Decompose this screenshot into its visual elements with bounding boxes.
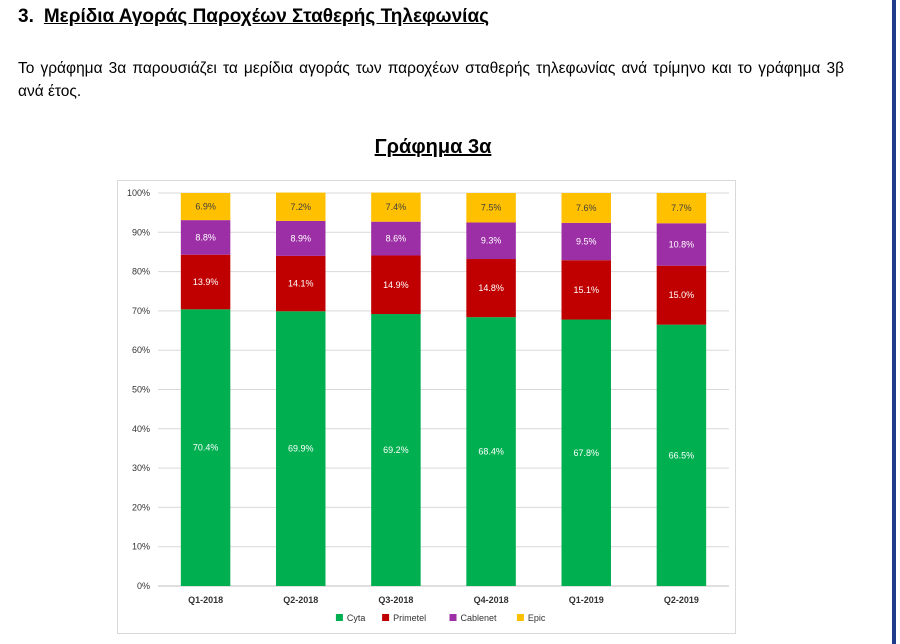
data-label: 8.9% <box>290 233 311 243</box>
x-tick-label: Q2-2019 <box>664 595 699 605</box>
y-tick-label: 100% <box>127 188 150 198</box>
legend-swatch-primetel <box>382 614 390 621</box>
x-tick-label: Q1-2019 <box>569 595 604 605</box>
bar-epic-q1-2019 <box>561 193 611 223</box>
page-edge-rule <box>892 0 896 644</box>
legend-label-cyta: Cyta <box>347 613 366 623</box>
bar-primetel-q1-2019 <box>561 260 611 320</box>
data-label: 15.0% <box>669 290 695 300</box>
section-number: 3. <box>18 6 34 27</box>
data-label: 7.5% <box>481 203 502 213</box>
data-label: 9.3% <box>481 236 502 246</box>
y-tick-label: 0% <box>137 581 150 591</box>
legend-label-primetel: Primetel <box>393 613 426 623</box>
x-tick-label: Q1-2018 <box>188 595 223 605</box>
y-tick-label: 60% <box>132 345 150 355</box>
bar-cyta-q1-2018 <box>180 309 231 586</box>
bar-cablenet-q2-2018 <box>276 220 326 256</box>
bar-cablenet-q1-2018 <box>180 220 231 255</box>
data-label: 69.9% <box>288 444 314 454</box>
y-tick-label: 50% <box>132 385 150 395</box>
data-label: 9.5% <box>576 237 597 247</box>
legend-swatch-cyta <box>335 614 343 621</box>
chart-title: Γράφημα 3α <box>374 136 492 158</box>
data-label: 70.4% <box>193 443 219 453</box>
bar-cyta-q4-2018 <box>466 317 516 586</box>
data-label: 66.5% <box>669 450 695 460</box>
data-label: 7.6% <box>576 203 597 213</box>
data-label: 8.6% <box>386 234 407 244</box>
data-label: 7.4% <box>386 202 407 212</box>
stacked-bar-chart: 0% 10% 20% 30% 40% 50% 60% 70% 80% 90% 100% 70.4% 13… <box>127 188 729 623</box>
data-label: 14.8% <box>478 283 504 293</box>
data-label: 14.1% <box>288 279 314 289</box>
data-label: 10.8% <box>669 239 695 249</box>
y-tick-label: 20% <box>132 502 150 512</box>
y-tick-label: 40% <box>132 424 150 434</box>
y-tick-label: 10% <box>132 542 150 552</box>
section-heading: 3. Μερίδια Αγοράς Παροχέων Σταθερής Τηλεφ… <box>18 6 489 28</box>
data-label: 14.9% <box>383 280 409 290</box>
bar-cablenet-q4-2018 <box>466 222 516 260</box>
intro-paragraph: Το γράφημα 3α παρουσιάζει τα μερίδια αγο… <box>18 60 844 100</box>
bar-cablenet-q2-2019 <box>656 223 707 266</box>
bar-cablenet-q3-2018 <box>371 221 421 256</box>
data-label: 67.8% <box>573 448 599 458</box>
chart-frame: 0% 10% 20% 30% 40% 50% 60% 70% 80% 90% 100% 70.4% 13… <box>117 180 736 634</box>
bar-epic-q2-2019 <box>656 193 707 224</box>
bar-primetel-q3-2018 <box>371 255 421 315</box>
legend-swatch-cablenet <box>449 614 457 621</box>
data-label: 68.4% <box>478 447 504 457</box>
bar-primetel-q4-2018 <box>466 259 516 318</box>
legend-swatch-epic <box>516 614 524 621</box>
bar-epic-q2-2018 <box>276 192 326 221</box>
bar-epic-q1-2018 <box>180 193 231 221</box>
y-tick-label: 70% <box>132 306 150 316</box>
section-title: Μερίδια Αγοράς Παροχέων Σταθερής Τηλεφων… <box>43 6 490 27</box>
bar-cablenet-q1-2019 <box>561 222 611 261</box>
data-label: 69.2% <box>383 445 409 455</box>
y-tick-label: 80% <box>132 267 150 277</box>
data-label: 15.1% <box>573 285 599 295</box>
data-label: 7.2% <box>290 202 311 212</box>
data-label: 13.9% <box>193 277 219 287</box>
y-tick-label: 30% <box>132 463 150 473</box>
legend-label-cablenet: Cablenet <box>461 613 498 623</box>
bar-epic-q4-2018 <box>466 193 516 223</box>
x-tick-label: Q3-2018 <box>378 595 413 605</box>
data-label: 8.8% <box>195 232 216 242</box>
bar-cyta-q1-2019 <box>561 319 611 586</box>
bar-primetel-q2-2018 <box>276 255 326 312</box>
data-label: 6.9% <box>195 202 216 212</box>
legend-label-epic: Epic <box>528 613 546 623</box>
bar-cyta-q2-2019 <box>656 324 707 586</box>
y-tick-label: 90% <box>132 227 150 237</box>
bar-primetel-q2-2019 <box>656 265 707 325</box>
bar-epic-q3-2018 <box>371 192 421 222</box>
x-tick-label: Q4-2018 <box>474 595 509 605</box>
data-label: 7.7% <box>671 203 692 213</box>
bar-cyta-q3-2018 <box>371 314 421 586</box>
bar-cyta-q2-2018 <box>276 311 326 586</box>
bar-primetel-q1-2018 <box>180 254 231 310</box>
x-tick-label: Q2-2018 <box>283 595 318 605</box>
